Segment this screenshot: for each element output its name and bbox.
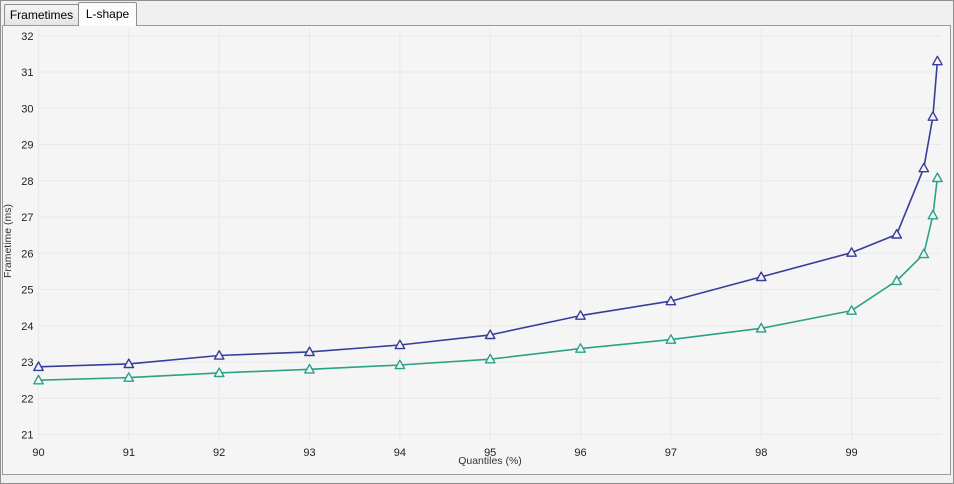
series-marker-2 (665, 334, 677, 344)
y-tick-label: 24 (21, 321, 33, 333)
y-tick-label: 26 (21, 248, 33, 260)
series-marker-2 (927, 209, 939, 220)
x-tick-label: 97 (665, 447, 677, 459)
x-tick-label: 94 (394, 447, 406, 459)
x-tick-label: 95 (484, 447, 496, 459)
y-tick-label: 27 (21, 212, 33, 224)
series-marker-2 (213, 367, 225, 378)
series-line-2 (38, 177, 939, 381)
series-marker-1 (918, 162, 930, 173)
series-marker-2 (394, 359, 406, 370)
series-marker-1 (891, 228, 903, 239)
y-tick-label: 23 (21, 357, 33, 369)
series-marker-2 (484, 353, 496, 364)
tick-labels-layer: 21 22 23 24 25 26 27 28 29 30 31 32 90 91 92 93 94 95 96 97… (21, 31, 857, 459)
series-marker-1 (665, 295, 677, 306)
tab-lshape[interactable]: L-shape (78, 2, 137, 26)
series-marker-1 (846, 247, 857, 257)
series-marker-1 (33, 361, 44, 372)
lshape-chart[interactable]: 21 22 23 24 25 26 27 28 29 30 31 32 90 91 92 93 94 95 96 97… (3, 26, 950, 474)
series-marker-2 (891, 275, 903, 286)
series-marker-1 (484, 329, 496, 340)
x-axis-title: Quantiles (%) (458, 455, 522, 467)
y-axis-title: Frametime (ms) (3, 204, 14, 278)
y-tick-label: 22 (21, 393, 33, 405)
series-marker-2 (755, 322, 767, 333)
series-marker-1 (304, 346, 315, 357)
y-tick-label: 30 (21, 103, 33, 115)
series-marker-1 (394, 339, 406, 350)
series-marker-2 (123, 372, 135, 382)
series-marker-1 (755, 271, 767, 282)
series-marker-2 (33, 374, 44, 385)
tab-frametimes[interactable]: Frametimes (4, 4, 79, 25)
series-layer (33, 55, 943, 385)
series-line-1 (38, 61, 939, 368)
gridlines-layer (38, 28, 941, 440)
x-tick-label: 96 (574, 447, 586, 459)
series-marker-2 (575, 343, 586, 353)
y-tick-label: 25 (21, 285, 33, 297)
lshape-tab-page: 21 22 23 24 25 26 27 28 29 30 31 32 90 91 92 93 94 95 96 97… (2, 25, 951, 475)
y-tick-label: 21 (21, 430, 33, 442)
y-tick-label: 31 (21, 67, 33, 79)
y-tick-label: 32 (21, 31, 33, 43)
x-tick-label: 92 (213, 447, 225, 459)
series-marker-1 (123, 358, 135, 369)
x-tick-label: 93 (303, 447, 315, 459)
y-tick-label: 28 (21, 176, 33, 188)
series-marker-1 (575, 310, 586, 320)
x-tick-label: 99 (845, 447, 857, 459)
y-tick-label: 29 (21, 140, 33, 152)
series-marker-2 (846, 305, 857, 315)
x-tick-label: 90 (32, 447, 44, 459)
series-marker-2 (304, 363, 315, 374)
series-marker-1 (932, 55, 943, 66)
series-marker-1 (927, 111, 939, 121)
series-marker-2 (918, 248, 930, 259)
series-marker-2 (932, 172, 943, 183)
x-tick-label: 91 (123, 447, 135, 459)
x-tick-label: 98 (755, 447, 767, 459)
series-marker-1 (213, 350, 225, 360)
